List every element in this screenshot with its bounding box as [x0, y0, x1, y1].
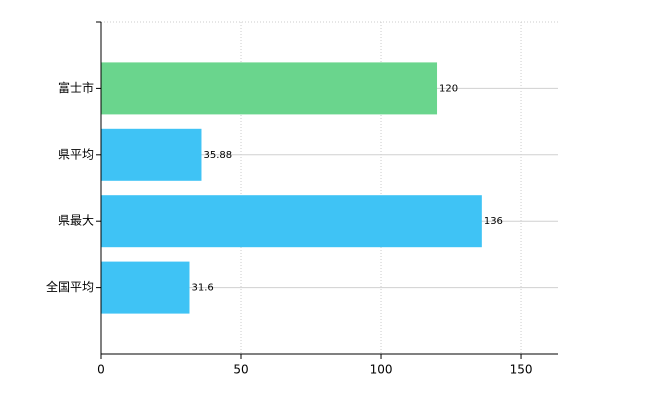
bar	[101, 128, 202, 181]
x-tick-label: 100	[370, 363, 393, 377]
bar	[101, 261, 190, 314]
value-label: 35.88	[203, 150, 232, 161]
y-tick-label: 富士市	[58, 80, 94, 95]
x-tick-label: 150	[510, 363, 533, 377]
bar	[101, 195, 482, 248]
bar	[101, 62, 438, 115]
y-tick-label: 県最大	[58, 214, 94, 228]
value-label: 31.6	[191, 283, 213, 294]
y-tick-label: 県平均	[58, 147, 94, 161]
y-tick-label: 全国平均	[46, 279, 94, 294]
x-tick-label: 0	[97, 363, 105, 377]
value-label: 120	[439, 83, 458, 94]
value-label: 136	[484, 216, 503, 227]
x-tick-label: 50	[233, 363, 248, 377]
